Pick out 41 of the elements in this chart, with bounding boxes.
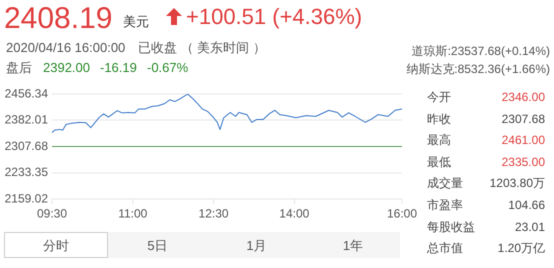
text: 2335.00	[502, 154, 545, 169]
y-tick-label: 2159.02	[4, 191, 48, 206]
y-tick-label: 2382.01	[4, 112, 48, 127]
y-tick-label: 2233.35	[4, 165, 48, 180]
text: 纳斯达克:8532.36(+1.66%)	[406, 62, 550, 76]
text: 每股收益	[427, 220, 475, 234]
y-tick-label: 2456.34	[4, 86, 48, 100]
text: -16.19	[100, 60, 137, 75]
text: 5日	[146, 238, 169, 253]
text: 最高	[427, 133, 451, 148]
text: 104.66	[508, 198, 545, 212]
text: 道琼斯:23537.68(+0.14%)	[412, 44, 550, 58]
text: 成交量	[427, 176, 463, 190]
text: -0.67%	[147, 60, 188, 75]
text: 2461.00	[502, 133, 545, 148]
text: 1203.80万	[490, 176, 545, 190]
text: 1月	[245, 238, 268, 253]
text: 2307.68	[502, 112, 545, 126]
text: 1年	[342, 238, 364, 253]
text: 分时	[42, 238, 70, 253]
text: 最低	[427, 154, 451, 169]
text: 市盈率	[427, 198, 463, 212]
text: 2346.00	[502, 90, 545, 104]
text: 总市值	[427, 241, 463, 256]
text: 盘后	[6, 60, 32, 75]
text: +100.51 (+4.36%)	[186, 4, 362, 29]
x-tick-label: 14:00	[279, 206, 310, 221]
text: 昨收	[427, 112, 451, 126]
text: 1.20万亿	[498, 241, 545, 256]
text: 23.01	[514, 220, 545, 234]
text: 美元	[123, 14, 149, 29]
x-tick-label: 11:00	[118, 206, 148, 221]
text: 2408.19	[4, 2, 112, 35]
text: 今开	[427, 90, 451, 104]
x-tick-label: 09:30	[36, 206, 68, 221]
x-tick-label: 12:30	[198, 206, 229, 221]
x-tick-label: 16:00	[386, 206, 418, 221]
text: 2392.00	[43, 60, 90, 75]
y-tick-label: 2307.68	[4, 138, 48, 153]
text: 2020/04/16 16:00:00	[6, 40, 126, 55]
text: 已收盘 （ 美东时间 ）	[138, 40, 266, 55]
